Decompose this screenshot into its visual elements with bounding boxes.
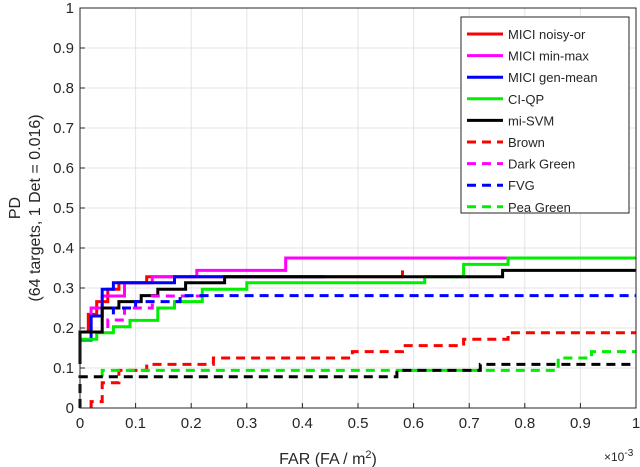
series-line-brown	[89, 331, 636, 408]
series-line-pea-green	[100, 350, 636, 377]
y-axis-label-line1: PD	[7, 197, 24, 219]
x-tick-label: 1	[632, 415, 640, 432]
legend-label: MICI gen-mean	[508, 70, 598, 85]
legend-label: mi-SVM	[508, 113, 554, 128]
y-tick-label: 0.3	[53, 280, 74, 297]
y-tick-label: 0.4	[53, 240, 74, 257]
x-tick-label: 0.8	[514, 415, 535, 432]
y-tick-label: 0.9	[53, 40, 74, 57]
series-line-mi-svm	[78, 268, 636, 364]
x-exponent-power: -3	[624, 448, 633, 459]
y-tick-label: 1	[66, 0, 74, 17]
x-tick-label: 0.7	[459, 415, 480, 432]
x-tick-label: 0.1	[125, 415, 146, 432]
x-axis-label: FAR (FA / m2)	[279, 449, 377, 467]
y-tick-label: 0.1	[53, 360, 74, 377]
y-tick-label: 0.7	[53, 120, 74, 137]
series-line-ci-qp	[78, 256, 636, 358]
series-lines	[78, 256, 636, 408]
y-tick-label: 0	[66, 400, 74, 417]
legend-box	[460, 16, 630, 214]
legend-label: CI-QP	[508, 92, 544, 107]
y-axis-label-line2: (64 targets, 1 Det = 0.016)	[27, 114, 44, 301]
legend-label: MICI noisy-or	[508, 27, 586, 42]
x-tick-label: 0.5	[348, 415, 369, 432]
legend-label: Brown	[508, 135, 545, 150]
legend-label: MICI min-max	[508, 49, 589, 64]
x-tick-label: 0.6	[403, 415, 424, 432]
legend-label: Pea Green	[508, 200, 571, 215]
y-tick-label: 0.8	[53, 80, 74, 97]
y-tick-label: 0.5	[53, 200, 74, 217]
x-tick-label: 0.2	[181, 415, 202, 432]
series-line-fvg	[111, 294, 636, 315]
x-exponent-label: ×10-3	[604, 448, 634, 465]
series-line-unlabeled-9	[78, 362, 636, 408]
y-tick-label: 0.6	[53, 160, 74, 177]
legend-label: FVG	[508, 178, 535, 193]
x-tick-label: 0.3	[236, 415, 257, 432]
x-tick-label: 0.4	[292, 415, 313, 432]
y-tick-label: 0.2	[53, 320, 74, 337]
x-tick-label: 0	[76, 415, 84, 432]
legend: MICI noisy-or MICI min-max MICI gen-mean CI…	[460, 16, 630, 215]
legend-label: Dark Green	[508, 157, 575, 172]
x-tick-label: 0.9	[570, 415, 591, 432]
axis-ticks: 0 0.1 0.2 0.3 0.4 0.5 0.6 0.7 0.8 0.9 1 0 0.1 0.2 0.3 0…	[53, 0, 640, 432]
